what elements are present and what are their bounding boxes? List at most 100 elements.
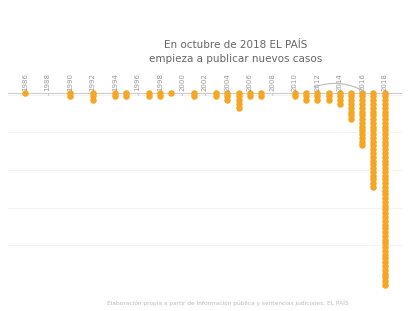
Point <box>380 105 387 110</box>
Point <box>369 181 376 186</box>
Point <box>369 158 376 163</box>
Point <box>347 90 354 95</box>
Point <box>380 271 387 276</box>
Point <box>112 90 118 95</box>
Point <box>380 90 387 95</box>
Point <box>369 177 376 182</box>
Point <box>369 117 376 122</box>
Text: 2012: 2012 <box>313 73 320 91</box>
Point <box>380 94 387 99</box>
Point <box>235 90 241 95</box>
Point <box>369 132 376 137</box>
Point <box>145 94 152 99</box>
Point <box>325 94 331 99</box>
Point <box>380 256 387 261</box>
Point <box>380 184 387 189</box>
Point <box>66 94 73 99</box>
Point <box>369 151 376 156</box>
Point <box>380 147 387 152</box>
Point <box>302 98 309 103</box>
Point <box>380 226 387 231</box>
Point <box>369 147 376 152</box>
Text: 2004: 2004 <box>224 73 230 91</box>
Point <box>380 98 387 103</box>
Point <box>380 169 387 174</box>
Text: 1996: 1996 <box>134 73 140 91</box>
Point <box>380 128 387 133</box>
Point <box>358 132 365 137</box>
Point <box>302 90 309 95</box>
Point <box>358 143 365 148</box>
Point <box>369 173 376 178</box>
Point <box>369 184 376 189</box>
Point <box>89 94 96 99</box>
Point <box>190 94 197 99</box>
Point <box>380 215 387 220</box>
Point <box>358 124 365 129</box>
Point <box>380 275 387 280</box>
Point <box>358 94 365 99</box>
Point <box>168 90 174 95</box>
Point <box>313 98 320 103</box>
Point <box>380 124 387 129</box>
Point <box>358 90 365 95</box>
Point <box>336 94 342 99</box>
Text: 2010: 2010 <box>291 73 297 91</box>
Point <box>325 98 331 103</box>
Point <box>347 98 354 103</box>
Text: 1988: 1988 <box>45 73 50 91</box>
Text: 2008: 2008 <box>269 73 275 91</box>
Point <box>145 90 152 95</box>
Point <box>123 90 129 95</box>
Point <box>156 94 163 99</box>
Point <box>313 94 320 99</box>
Point <box>380 109 387 114</box>
Point <box>380 120 387 125</box>
Point <box>380 237 387 242</box>
Point <box>358 135 365 140</box>
Point <box>325 90 331 95</box>
Point <box>380 279 387 284</box>
Point <box>369 120 376 125</box>
Point <box>235 101 241 106</box>
Point <box>380 181 387 186</box>
Point <box>369 169 376 174</box>
Point <box>380 241 387 246</box>
Point <box>380 177 387 182</box>
Point <box>223 90 230 95</box>
Point <box>123 94 129 99</box>
Point <box>380 211 387 216</box>
Point <box>369 162 376 167</box>
Point <box>257 90 264 95</box>
Point <box>347 109 354 114</box>
Text: 1998: 1998 <box>157 73 163 91</box>
Point <box>369 128 376 133</box>
Point <box>380 135 387 140</box>
Point <box>358 117 365 122</box>
Text: 2002: 2002 <box>202 73 207 91</box>
Point <box>190 90 197 95</box>
Point <box>380 263 387 268</box>
Point <box>358 139 365 144</box>
Point <box>347 117 354 122</box>
Point <box>358 105 365 110</box>
Point <box>358 101 365 106</box>
Point <box>369 139 376 144</box>
Point <box>369 94 376 99</box>
Point <box>358 128 365 133</box>
Point <box>369 113 376 118</box>
Point <box>380 218 387 223</box>
Point <box>380 154 387 159</box>
Point <box>380 165 387 170</box>
Point <box>22 90 28 95</box>
Point <box>66 90 73 95</box>
Point <box>380 252 387 257</box>
Point <box>347 113 354 118</box>
Point <box>380 196 387 201</box>
Point <box>223 98 230 103</box>
Point <box>112 94 118 99</box>
Point <box>369 101 376 106</box>
Point <box>369 124 376 129</box>
Point <box>369 154 376 159</box>
Point <box>358 120 365 125</box>
